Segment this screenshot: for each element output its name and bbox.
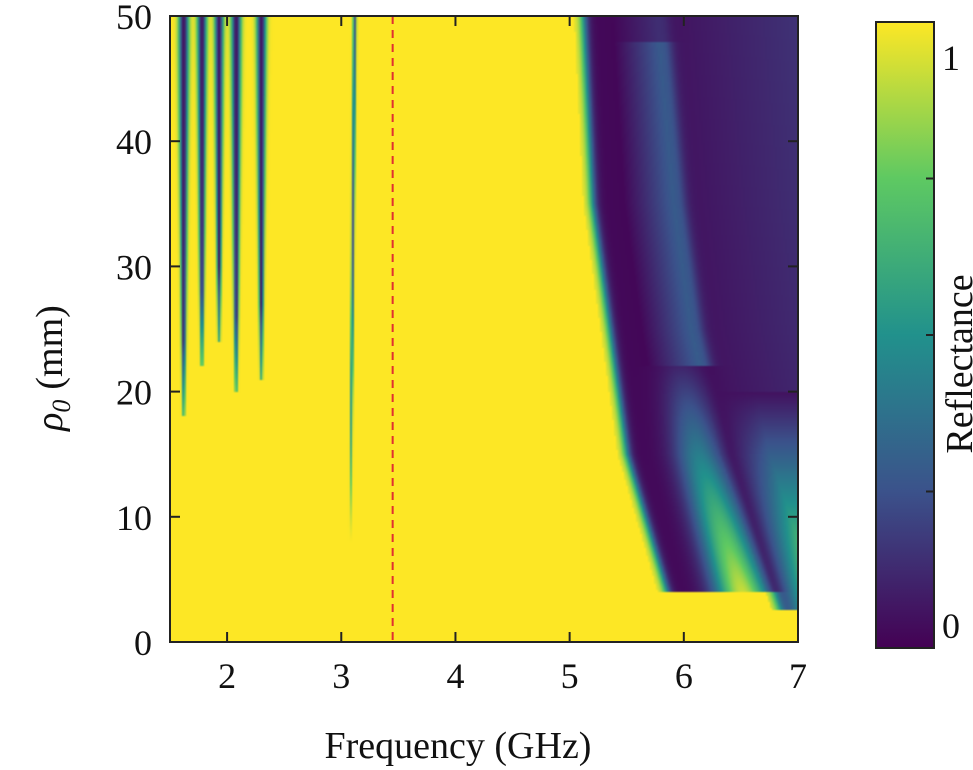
y-axis-unit: (mm) [29, 305, 71, 389]
colorbar [875, 21, 935, 649]
colorbar-tick-label: 0 [942, 606, 960, 646]
y-axis-subscript: 0 [47, 400, 76, 413]
colorbar-ticks: 01 [926, 38, 960, 646]
x-axis-title: Frequency (GHz) [325, 725, 592, 767]
x-tick-label: 7 [789, 656, 807, 696]
x-tick-label: 4 [446, 656, 464, 696]
colorbar-title: Reflectance [939, 274, 973, 453]
y-tick-label: 50 [116, 0, 152, 37]
x-tick-label: 5 [561, 656, 579, 696]
x-tick-label: 2 [218, 656, 236, 696]
x-tick-label: 3 [332, 656, 350, 696]
y-tick-label: 20 [116, 373, 152, 413]
y-axis-title: ρ0 (mm) [29, 305, 76, 432]
y-tick-label: 0 [134, 623, 152, 663]
y-axis-symbol: ρ [29, 413, 71, 432]
plot-frame [169, 15, 799, 643]
colorbar-tick-label: 1 [942, 38, 960, 78]
y-tick-label: 40 [116, 122, 152, 162]
heatmap-image [170, 16, 798, 642]
x-tick-label: 6 [675, 656, 693, 696]
y-axis-ticks: 0 10 20 30 40 50 [116, 0, 798, 663]
y-tick-label: 30 [116, 247, 152, 287]
plot-area [170, 16, 798, 642]
x-axis-ticks: 2 3 4 5 6 7 [218, 16, 807, 696]
y-tick-label: 10 [116, 498, 152, 538]
